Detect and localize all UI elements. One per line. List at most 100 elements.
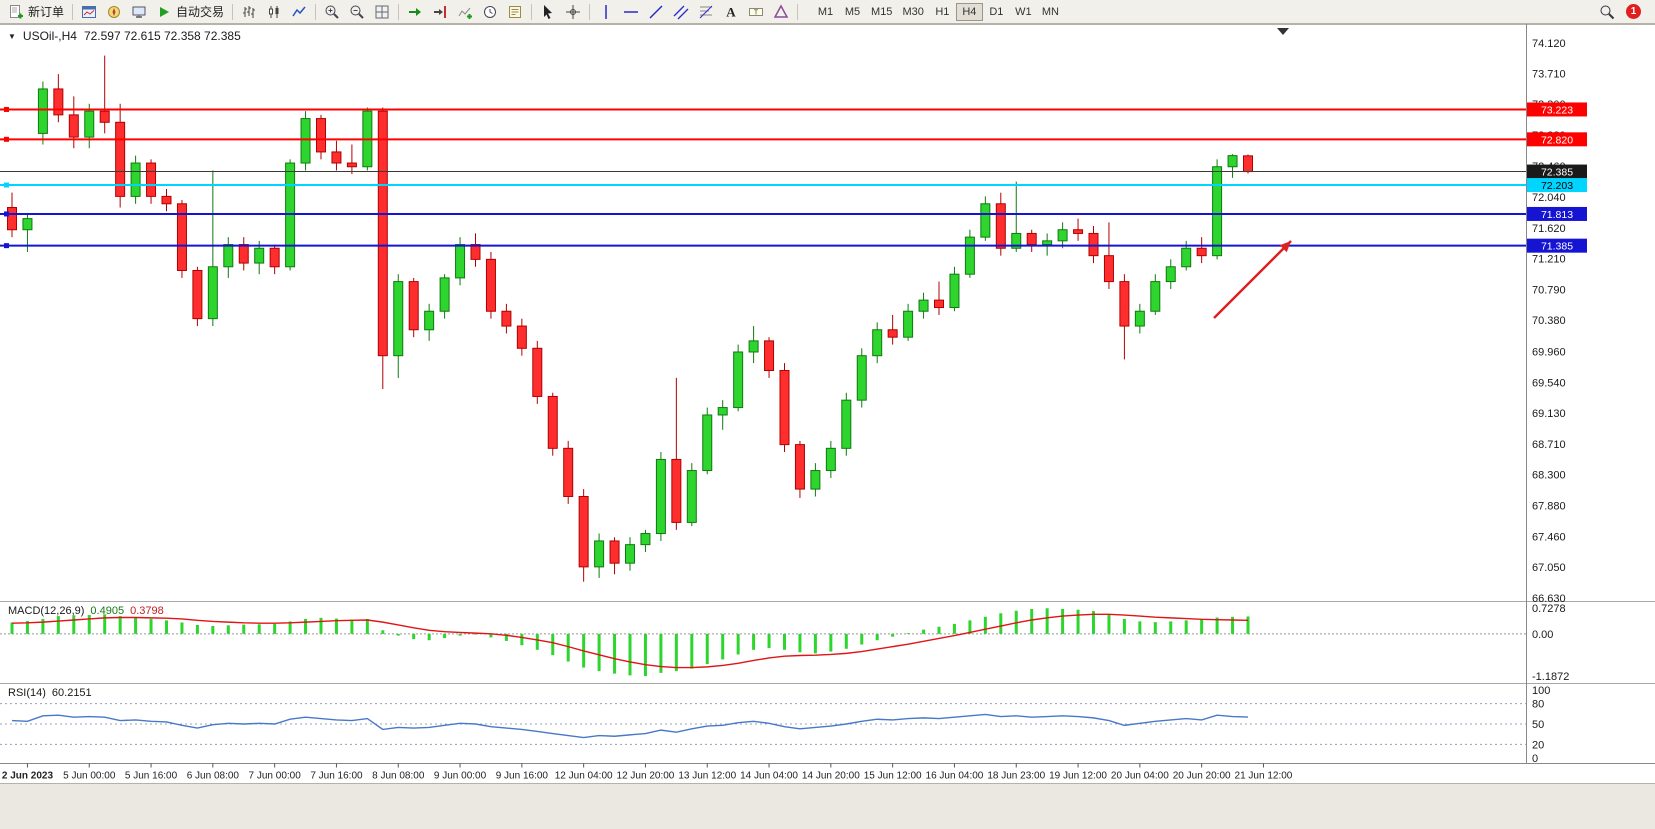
auto-trading-button[interactable]: 自动交易 bbox=[152, 2, 228, 22]
price-axis-label: 71.210 bbox=[1532, 254, 1566, 266]
market-watch-button[interactable] bbox=[77, 2, 101, 22]
timeframe-button-h1[interactable]: H1 bbox=[929, 3, 956, 21]
trendline-button[interactable] bbox=[644, 2, 668, 22]
horizontal-line-72.203[interactable] bbox=[0, 182, 1526, 188]
price-badge-71.385: 71.385 bbox=[1527, 238, 1587, 253]
shapes-button[interactable] bbox=[769, 2, 793, 22]
notification-badge[interactable]: 1 bbox=[1626, 4, 1641, 19]
price-badge-72.385: 72.385 bbox=[1527, 164, 1587, 179]
periods-button[interactable] bbox=[478, 2, 502, 22]
line-handle[interactable] bbox=[4, 211, 9, 217]
time-axis[interactable]: 2 Jun 2023 5 Jun 00:00 5 Jun 16:00 6 Jun 08… bbox=[2, 763, 1293, 782]
horizontal-line-71.813[interactable] bbox=[0, 211, 1526, 217]
horizontal-line-72.820[interactable] bbox=[0, 136, 1526, 142]
zoom-in-icon bbox=[325, 5, 339, 19]
price-axis-label: 67.050 bbox=[1532, 562, 1566, 574]
line-handle[interactable] bbox=[4, 243, 9, 249]
rsi-axis-label: 50 bbox=[1532, 719, 1544, 731]
timeframe-button-m5[interactable]: M5 bbox=[839, 3, 866, 21]
svg-text:72.385: 72.385 bbox=[1541, 167, 1573, 179]
candlestick-chart-button[interactable] bbox=[262, 2, 286, 22]
time-axis-label: 2 Jun 2023 bbox=[2, 771, 54, 782]
templates-button[interactable] bbox=[503, 2, 527, 22]
vertical-line-icon bbox=[605, 4, 607, 19]
line-chart-icon bbox=[292, 6, 306, 16]
timeframe-button-m30[interactable]: M30 bbox=[897, 3, 928, 21]
symbol-dropdown-icon[interactable]: ▼ bbox=[8, 31, 16, 41]
svg-text:71.385: 71.385 bbox=[1541, 241, 1573, 253]
time-axis-label: 14 Jun 04:00 bbox=[740, 771, 798, 782]
price-axis[interactable]: 74.12073.71073.30072.88072.46072.04071.6… bbox=[1532, 38, 1566, 605]
time-axis-label: 16 Jun 04:00 bbox=[926, 771, 984, 782]
rsi-panel: 100 80 50 20 0 bbox=[0, 685, 1550, 765]
price-axis-label: 73.710 bbox=[1532, 68, 1566, 80]
horizontal-line-73.223[interactable] bbox=[0, 106, 1526, 112]
time-axis-label: 9 Jun 16:00 bbox=[496, 771, 549, 782]
timeframe-button-m15[interactable]: M15 bbox=[866, 3, 897, 21]
panel-borders bbox=[0, 24, 1655, 764]
auto-trading-label: 自动交易 bbox=[176, 5, 225, 19]
chart-shift-marker[interactable] bbox=[1277, 28, 1289, 35]
rsi-label: RSI(14) 60.2151 bbox=[8, 687, 92, 699]
auto-scroll-button[interactable] bbox=[403, 2, 427, 22]
price-axis-label: 69.960 bbox=[1532, 346, 1566, 358]
trend-arrow[interactable] bbox=[1213, 240, 1292, 319]
toolbar-separator bbox=[589, 3, 591, 20]
timeframe-button-h4[interactable]: H4 bbox=[955, 2, 983, 21]
timeframe-button-mn[interactable]: MN bbox=[1037, 3, 1064, 21]
fibonacci-button[interactable] bbox=[694, 2, 718, 22]
rsi-name: RSI(14) bbox=[8, 687, 46, 699]
time-axis-label: 12 Jun 20:00 bbox=[617, 771, 675, 782]
price-axis-label: 70.380 bbox=[1532, 315, 1566, 327]
macd-panel: 0.7278 0.00 -1.1872 bbox=[0, 603, 1569, 683]
zoom-in-button[interactable] bbox=[320, 2, 344, 22]
toolbar-separator bbox=[315, 3, 317, 20]
macd-main-value: 0.4905 bbox=[90, 605, 125, 617]
price-axis-label: 70.790 bbox=[1532, 285, 1566, 297]
timeframe-button-w1[interactable]: W1 bbox=[1010, 3, 1037, 21]
svg-text:72.820: 72.820 bbox=[1541, 134, 1573, 146]
chart-shift-button[interactable] bbox=[428, 2, 452, 22]
crosshair-button[interactable] bbox=[561, 2, 585, 22]
channel-button[interactable] bbox=[669, 2, 693, 22]
line-handle[interactable] bbox=[4, 106, 9, 112]
line-handle[interactable] bbox=[4, 136, 9, 142]
price-badge-73.223: 73.223 bbox=[1527, 102, 1587, 117]
price-badge-72.203: 72.203 bbox=[1527, 178, 1587, 193]
zoom-out-button[interactable] bbox=[345, 2, 369, 22]
crosshair-icon bbox=[566, 4, 581, 19]
tile-windows-button[interactable] bbox=[370, 2, 394, 22]
time-axis-label: 7 Jun 16:00 bbox=[310, 771, 363, 782]
horizontal-line-71.385[interactable] bbox=[0, 243, 1526, 249]
indicators-icon bbox=[458, 7, 473, 19]
timeframe-button-d1[interactable]: D1 bbox=[983, 3, 1010, 21]
vertical-line-button[interactable] bbox=[594, 2, 618, 22]
channel-icon bbox=[673, 5, 689, 19]
timeframe-button-m1[interactable]: M1 bbox=[812, 3, 839, 21]
navigator-button[interactable] bbox=[102, 2, 126, 22]
line-chart-button[interactable] bbox=[287, 2, 311, 22]
new-order-button[interactable]: 新订单 bbox=[4, 2, 68, 22]
new-order-label: 新订单 bbox=[28, 5, 65, 19]
search-button[interactable] bbox=[1595, 2, 1619, 22]
chart-title: ▼ USOil-,H4 72.597 72.615 72.358 72.385 bbox=[8, 29, 241, 43]
macd-name: MACD(12,26,9) bbox=[8, 605, 85, 617]
new-order-icon bbox=[10, 4, 23, 18]
price-badge-72.820: 72.820 bbox=[1527, 132, 1587, 147]
terminal-button[interactable] bbox=[127, 2, 151, 22]
terminal-icon bbox=[132, 6, 146, 18]
horizontal-line-button[interactable] bbox=[619, 2, 643, 22]
text-button[interactable]: A bbox=[719, 2, 743, 22]
time-axis-label: 6 Jun 08:00 bbox=[187, 771, 240, 782]
bar-chart-button[interactable] bbox=[237, 2, 261, 22]
chart-canvas[interactable]: 74.12073.71073.30072.88072.46072.04071.6… bbox=[0, 24, 1655, 783]
indicators-button[interactable] bbox=[453, 2, 477, 22]
time-axis-label: 8 Jun 08:00 bbox=[372, 771, 425, 782]
macd-axis-label: -1.1872 bbox=[1532, 671, 1569, 683]
line-handle[interactable] bbox=[4, 182, 9, 188]
label-button[interactable]: T bbox=[744, 2, 768, 22]
cursor-button[interactable] bbox=[536, 2, 560, 22]
price-badge-71.813: 71.813 bbox=[1527, 206, 1587, 221]
navigator-icon bbox=[108, 5, 121, 18]
